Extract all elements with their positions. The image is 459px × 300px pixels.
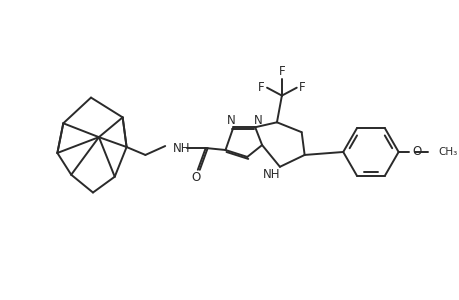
- Text: O: O: [191, 171, 200, 184]
- Text: F: F: [257, 81, 264, 94]
- Text: N: N: [227, 114, 235, 127]
- Text: F: F: [278, 65, 285, 78]
- Text: F: F: [299, 81, 305, 94]
- Text: NH: NH: [173, 142, 190, 154]
- Text: CH₃: CH₃: [437, 147, 456, 157]
- Text: N: N: [253, 114, 262, 127]
- Text: O: O: [412, 146, 421, 158]
- Text: NH: NH: [263, 168, 280, 181]
